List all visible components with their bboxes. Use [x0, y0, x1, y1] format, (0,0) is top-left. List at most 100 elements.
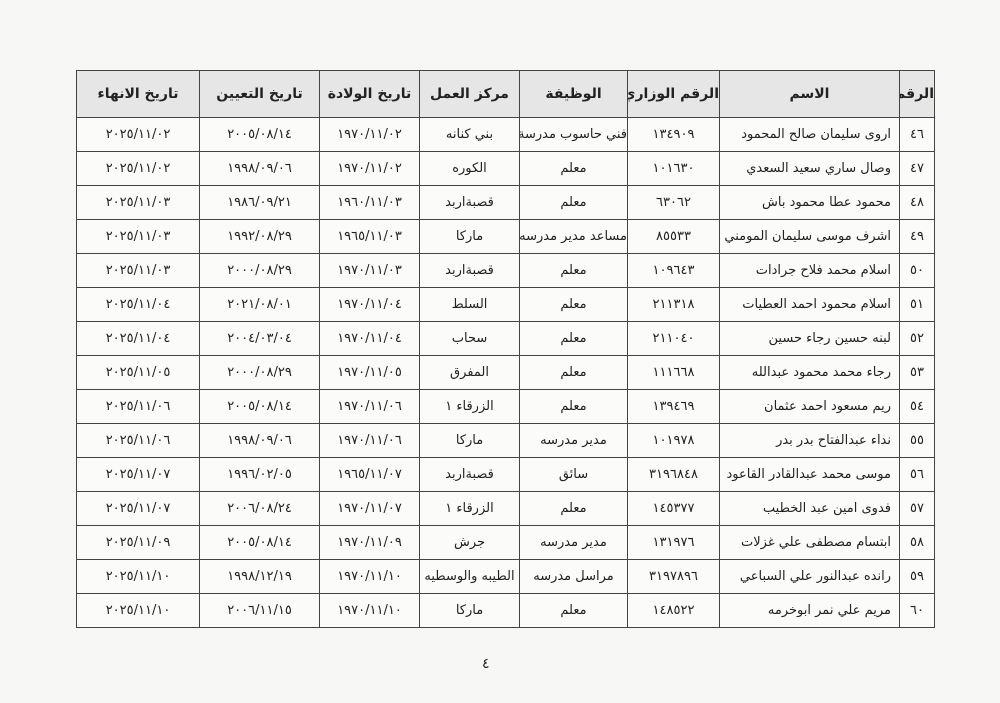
cell-job: مراسل مدرسه [519, 559, 628, 594]
cell-number: ٥٤ [899, 389, 935, 424]
cell-end-date: ٢٠٢٥/١١/٠٢ [76, 151, 200, 186]
cell-birth-date: ١٩٧٠/١١/٠٥ [319, 355, 420, 390]
cell-number: ٥٩ [899, 559, 935, 594]
cell-end-date: ٢٠٢٥/١١/٠٧ [76, 457, 200, 492]
cell-number: ٥١ [899, 287, 935, 322]
cell-name: وصال ساري سعيد السعدي [719, 151, 900, 186]
header-appointment-date: تاريخ التعيين [199, 70, 320, 118]
cell-job: معلم [519, 151, 628, 186]
cell-name: رجاء محمد محمود عبدالله [719, 355, 900, 390]
cell-birth-date: ١٩٧٠/١١/٠٩ [319, 525, 420, 560]
cell-appointment-date: ١٩٨٦/٠٩/٢١ [199, 185, 320, 220]
cell-end-date: ٢٠٢٥/١١/١٠ [76, 559, 200, 594]
cell-number: ٥٨ [899, 525, 935, 560]
cell-end-date: ٢٠٢٥/١١/٠٧ [76, 491, 200, 526]
cell-name: محمود عطا محمود باش [719, 185, 900, 220]
cell-birth-date: ١٩٦٥/١١/٠٣ [319, 219, 420, 254]
table-row: ٥١ اسلام محمود احمد العطيات ٢١١٣١٨ معلم السل… [76, 287, 935, 322]
cell-number: ٥٧ [899, 491, 935, 526]
cell-work-center: جرش [419, 525, 520, 560]
cell-work-center: الطيبه والوسطيه [419, 559, 520, 594]
cell-job: مساعد مدير مدرسه [519, 219, 628, 254]
cell-job: معلم [519, 593, 628, 628]
cell-number: ٥٦ [899, 457, 935, 492]
cell-birth-date: ١٩٧٠/١١/١٠ [319, 559, 420, 594]
cell-number: ٥٥ [899, 423, 935, 458]
cell-job: مدير مدرسه [519, 423, 628, 458]
cell-job: سائق [519, 457, 628, 492]
cell-ministry-number: ١١١٦٦٨ [627, 355, 720, 390]
header-job: الوظيفة [519, 70, 628, 118]
cell-work-center: قصبةاربد [419, 253, 520, 288]
cell-work-center: السلط [419, 287, 520, 322]
header-name: الاسم [719, 70, 900, 118]
cell-number: ٥٣ [899, 355, 935, 390]
cell-appointment-date: ٢٠٠٤/٠٣/٠٤ [199, 321, 320, 356]
cell-appointment-date: ٢٠٠٥/٠٨/١٤ [199, 525, 320, 560]
header-end-date: تاريخ الانهاء [76, 70, 200, 118]
cell-work-center: الكوره [419, 151, 520, 186]
cell-ministry-number: ١٤٥٣٧٧ [627, 491, 720, 526]
cell-number: ٦٠ [899, 593, 935, 628]
header-work-center: مركز العمل [419, 70, 520, 118]
cell-number: ٤٨ [899, 185, 935, 220]
cell-number: ٤٧ [899, 151, 935, 186]
cell-ministry-number: ١٣١٩٧٦ [627, 525, 720, 560]
cell-birth-date: ١٩٧٠/١١/٠٢ [319, 117, 420, 152]
cell-birth-date: ١٩٧٠/١١/٠٧ [319, 491, 420, 526]
cell-name: فدوى امين عبد الخطيب [719, 491, 900, 526]
cell-end-date: ٢٠٢٥/١١/٠٦ [76, 423, 200, 458]
cell-number: ٤٦ [899, 117, 935, 152]
cell-birth-date: ١٩٦٠/١١/٠٣ [319, 185, 420, 220]
cell-name: اسلام محمود احمد العطيات [719, 287, 900, 322]
cell-appointment-date: ١٩٩٨/٠٩/٠٦ [199, 151, 320, 186]
cell-work-center: قصبةاربد [419, 457, 520, 492]
table-row: ٥٦ موسى محمد عبدالقادر القاعود ٣١٩٦٨٤٨ سائق… [76, 457, 935, 492]
cell-work-center: ماركا [419, 423, 520, 458]
table-row: ٥٠ اسلام محمد فلاح جرادات ١٠٩٦٤٣ معلم قصبةار… [76, 253, 935, 288]
cell-work-center: الزرقاء ١ [419, 389, 520, 424]
cell-name: لبنه حسين رجاء حسين [719, 321, 900, 356]
table-row: ٥٤ ريم مسعود احمد عثمان ١٣٩٤٦٩ معلم الزرقاء … [76, 389, 935, 424]
cell-name: اشرف موسى سليمان المومني [719, 219, 900, 254]
header-birth-date: تاريخ الولادة [319, 70, 420, 118]
cell-job: معلم [519, 355, 628, 390]
cell-birth-date: ١٩٧٠/١١/٠٦ [319, 423, 420, 458]
cell-appointment-date: ٢٠٠٦/٠٨/٢٤ [199, 491, 320, 526]
cell-end-date: ٢٠٢٥/١١/١٠ [76, 593, 200, 628]
cell-ministry-number: ٢١١٣١٨ [627, 287, 720, 322]
cell-name: رانده عبدالنور علي السباعي [719, 559, 900, 594]
header-ministry-number: الرقم الوزاري [627, 70, 720, 118]
cell-birth-date: ١٩٦٥/١١/٠٧ [319, 457, 420, 492]
cell-job: معلم [519, 253, 628, 288]
cell-end-date: ٢٠٢٥/١١/٠٣ [76, 253, 200, 288]
cell-birth-date: ١٩٧٠/١١/٠٤ [319, 287, 420, 322]
cell-number: ٥٠ [899, 253, 935, 288]
cell-work-center: بني كنانه [419, 117, 520, 152]
cell-job: معلم [519, 287, 628, 322]
cell-end-date: ٢٠٢٥/١١/٠٥ [76, 355, 200, 390]
cell-ministry-number: ٨٥٥٣٣ [627, 219, 720, 254]
cell-ministry-number: ٢١١٠٤٠ [627, 321, 720, 356]
cell-appointment-date: ٢٠٠٠/٠٨/٢٩ [199, 253, 320, 288]
table-row: ٥٣ رجاء محمد محمود عبدالله ١١١٦٦٨ معلم المفر… [76, 355, 935, 390]
table-row: ٤٨ محمود عطا محمود باش ٦٣٠٦٢ معلم قصبةاربد ١٩… [76, 185, 935, 220]
cell-job: معلم [519, 389, 628, 424]
cell-appointment-date: ٢٠٠٥/٠٨/١٤ [199, 117, 320, 152]
table-row: ٥٩ رانده عبدالنور علي السباعي ٣١٩٧٨٩٦ مراسل… [76, 559, 935, 594]
cell-ministry-number: ١٣٩٤٦٩ [627, 389, 720, 424]
page-number: ٤ [482, 656, 490, 672]
table-row: ٥٨ ابتسام مصطفى علي غزلات ١٣١٩٧٦ مدير مدرسه… [76, 525, 935, 560]
cell-ministry-number: ١٣٤٩٠٩ [627, 117, 720, 152]
cell-ministry-number: ٣١٩٧٨٩٦ [627, 559, 720, 594]
cell-appointment-date: ٢٠٢١/٠٨/٠١ [199, 287, 320, 322]
cell-birth-date: ١٩٧٠/١١/١٠ [319, 593, 420, 628]
table-row: ٦٠ مريم علي نمر ابوخرمه ١٤٨٥٢٢ معلم ماركا ١٩٧… [76, 593, 935, 628]
cell-end-date: ٢٠٢٥/١١/٠٤ [76, 287, 200, 322]
cell-name: نداء عبدالفتاح بدر بدر [719, 423, 900, 458]
cell-birth-date: ١٩٧٠/١١/٠٤ [319, 321, 420, 356]
table-row: ٤٩ اشرف موسى سليمان المومني ٨٥٥٣٣ مساعد مدي… [76, 219, 935, 254]
cell-number: ٥٢ [899, 321, 935, 356]
cell-name: اسلام محمد فلاح جرادات [719, 253, 900, 288]
